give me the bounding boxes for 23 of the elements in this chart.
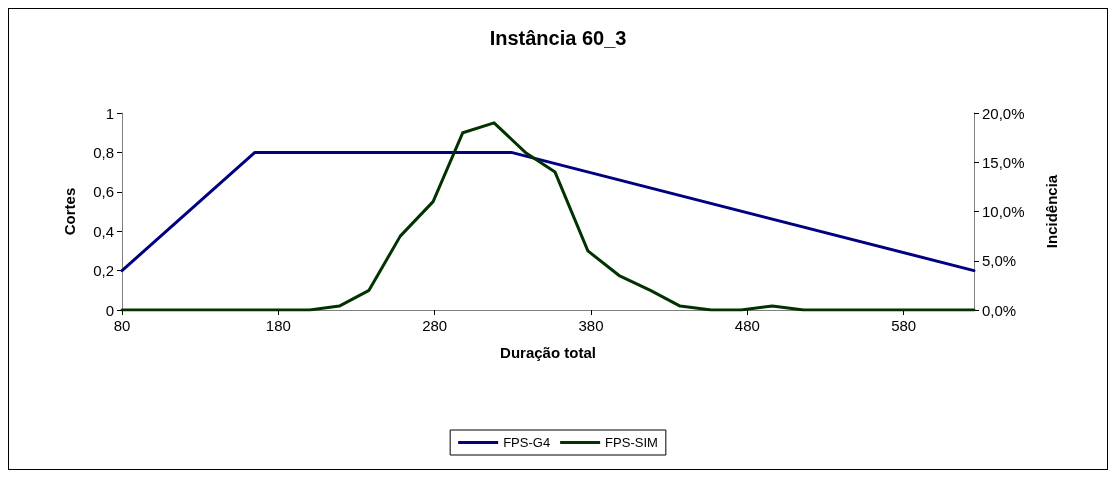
y-tick-label: 0,8 [93, 143, 114, 161]
y2-axis-title: Incidência [1043, 174, 1060, 249]
legend-label: FPS-SIM [605, 435, 658, 450]
x-tick-label: 280 [422, 317, 448, 334]
y2-tick-label: 20,0% [982, 104, 1025, 122]
y-tick-label: 0,4 [93, 222, 114, 240]
y2-tick-label: 0,0% [982, 301, 1017, 319]
y2-tick-label: 10,0% [982, 203, 1025, 220]
y-tick-label: 0,2 [93, 262, 114, 280]
x-tick-label: 580 [891, 317, 917, 334]
x-tick-label: 480 [734, 317, 760, 334]
chart-title: Instância 60_3 [489, 27, 627, 49]
y-axis-title: Cortes [61, 187, 78, 236]
x-axis-title: Duração total [500, 344, 596, 361]
y-tick-label: 0,6 [93, 183, 114, 201]
legend-label: FPS-G4 [503, 435, 551, 450]
y-tick-label: 1 [105, 104, 114, 122]
y2-tick-label: 5,0% [982, 252, 1017, 270]
y-tick-label: 0 [105, 301, 114, 319]
x-tick-label: 180 [265, 317, 291, 334]
x-tick-label: 80 [113, 317, 131, 334]
y2-tick-label: 15,0% [982, 153, 1025, 171]
x-tick-label: 380 [578, 317, 604, 334]
